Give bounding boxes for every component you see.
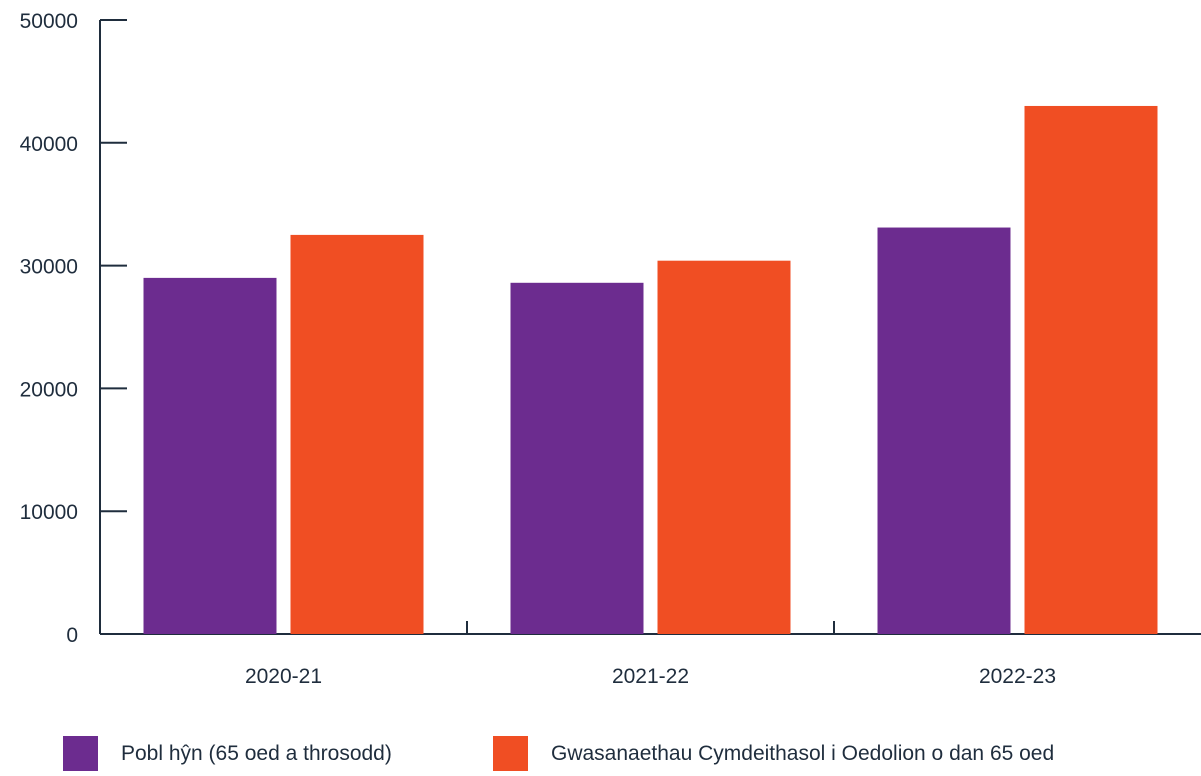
legend-label-series-1: Pobl hŷn (65 oed a throsodd) xyxy=(121,741,392,765)
y-tick-label: 10000 xyxy=(20,501,78,524)
bar-series-1-2020-21 xyxy=(143,277,277,634)
bar-chart: 0 10000 20000 30000 40000 50000 2020-21 2021-2… xyxy=(20,10,1201,688)
bar-series-1-2022-23 xyxy=(877,227,1011,635)
x-axis: 2020-21 2021-22 2022-23 xyxy=(100,621,1201,688)
bar-series-2-2022-23 xyxy=(1024,105,1158,634)
y-tick-label: 40000 xyxy=(20,133,78,156)
x-tick-label: 2020-21 xyxy=(245,665,322,688)
legend-label-series-2: Gwasanaethau Cymdeithasol i Oedolion o d… xyxy=(551,741,1055,765)
bar-series-1-2021-22 xyxy=(510,282,644,634)
y-tick-label: 20000 xyxy=(20,378,78,401)
bar-series-2-2021-22 xyxy=(657,260,791,634)
x-tick-label: 2022-23 xyxy=(979,665,1056,688)
y-tick-label: 0 xyxy=(66,624,78,647)
legend-swatch-series-1 xyxy=(63,736,98,771)
legend-swatch-series-2 xyxy=(493,736,528,771)
bars xyxy=(143,105,1158,635)
y-axis: 0 10000 20000 30000 40000 50000 xyxy=(20,10,127,647)
y-tick-label: 50000 xyxy=(20,10,78,33)
legend: Pobl hŷn (65 oed a throsodd) Gwasanaetha… xyxy=(0,736,1201,776)
legend-item-series-2: Gwasanaethau Cymdeithasol i Oedolion o d… xyxy=(493,736,1054,771)
x-tick-label: 2021-22 xyxy=(612,665,689,688)
legend-item-series-1: Pobl hŷn (65 oed a throsodd) xyxy=(63,736,392,771)
bar-series-2-2020-21 xyxy=(290,234,424,634)
y-tick-label: 30000 xyxy=(20,256,78,279)
